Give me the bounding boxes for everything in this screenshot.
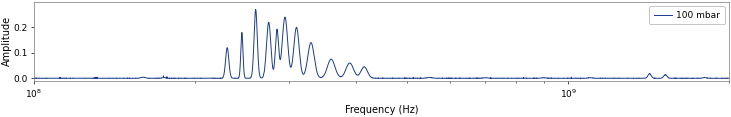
Y-axis label: Amplitude: Amplitude [2,16,12,66]
100 mbar [582,77,591,79]
100 mbar [545,78,554,79]
100 mbar [441,78,450,79]
100 mbar [251,9,260,10]
X-axis label: Frequency (Hz): Frequency (Hz) [345,105,418,115]
Legend: 100 mbar: 100 mbar [649,6,724,24]
100 mbar [64,77,73,79]
100 mbar [281,19,290,20]
100 mbar [471,78,480,79]
100 mbar [391,78,400,79]
Line: 100 mbar: 100 mbar [34,9,729,78]
100 mbar [29,77,38,79]
100 mbar [724,78,731,79]
